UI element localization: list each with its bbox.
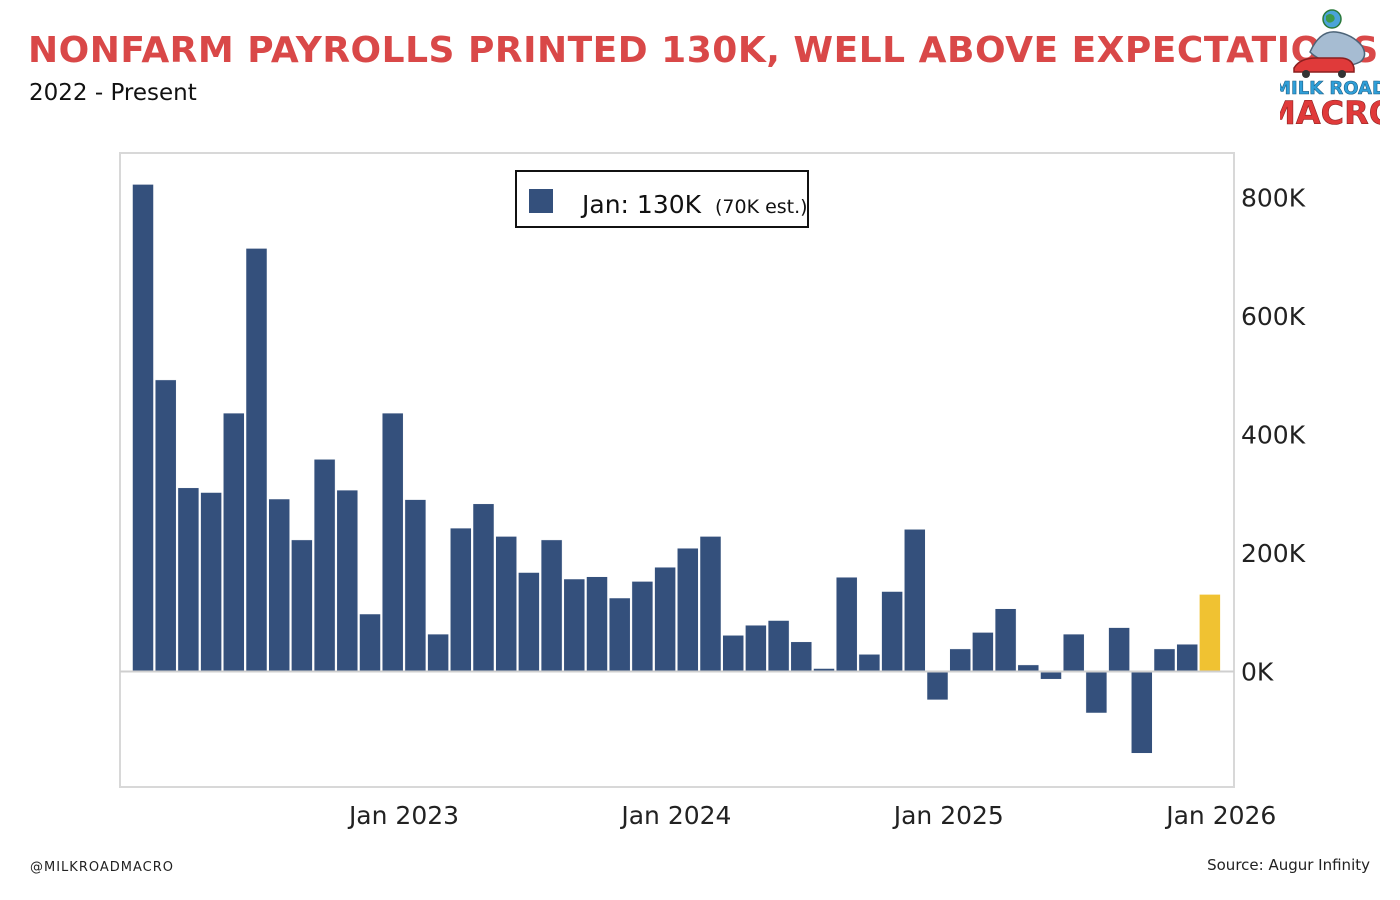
bar-46 <box>1176 643 1198 672</box>
y-tick-label-3: 200K <box>1241 539 1306 568</box>
bar-1 <box>154 379 177 672</box>
bar-9 <box>336 489 359 672</box>
legend: Jan: 130K (70K est.) <box>515 170 809 228</box>
x-tick-label-3: Jan 2026 <box>1164 801 1276 830</box>
globe-land <box>1326 14 1335 23</box>
bar-0 <box>132 184 154 672</box>
bar-24 <box>677 547 699 672</box>
car-wheel-left <box>1302 70 1310 78</box>
bars-group <box>132 184 1221 754</box>
bar-5 <box>245 248 268 672</box>
x-axis-ticks: Jan 2023 Jan 2024 Jan 2025 Jan 2026 <box>347 801 1276 830</box>
bar-42 <box>1085 671 1108 714</box>
bar-37 <box>972 632 994 672</box>
bar-12 <box>404 499 427 672</box>
bar-7 <box>291 539 313 672</box>
footer-source: Source: Augur Infinity <box>1207 856 1370 874</box>
x-tick-label-2: Jan 2025 <box>892 801 1004 830</box>
bar-27 <box>745 624 767 672</box>
bar-32 <box>858 654 881 672</box>
legend-label-note: (70K est.) <box>715 196 808 218</box>
bar-6 <box>268 498 290 672</box>
chart-subtitle: 2022 - Present <box>29 80 197 106</box>
bar-20 <box>586 576 608 672</box>
bar-14 <box>450 527 472 672</box>
bar-29 <box>790 641 813 672</box>
bar-38 <box>994 608 1017 672</box>
bar-34 <box>904 529 926 672</box>
legend-swatch <box>529 189 553 213</box>
bar-4 <box>223 412 245 672</box>
logo-line-2: MACRO <box>1280 94 1380 130</box>
bar-15 <box>472 503 495 672</box>
y-tick-label-1: 600K <box>1241 302 1306 331</box>
bar-8 <box>313 459 336 672</box>
bar-31 <box>835 576 858 672</box>
bar-26 <box>722 635 744 672</box>
y-tick-label-4: 0K <box>1241 658 1274 687</box>
logo-line-1: MILK ROAD <box>1280 78 1380 99</box>
legend-box <box>515 170 809 228</box>
bar-33 <box>881 591 903 672</box>
bar-19 <box>563 578 586 672</box>
bar-43 <box>1108 627 1130 672</box>
bar-2 <box>177 487 200 672</box>
milk-road-macro-logo: MILK ROAD MACRO <box>1280 9 1380 130</box>
bar-18 <box>540 539 563 672</box>
bar-17 <box>518 572 540 672</box>
bar-36 <box>949 648 971 672</box>
legend-label: Jan: 130K (70K est.) <box>580 190 808 219</box>
bar-25 <box>699 536 722 672</box>
bar-23 <box>654 566 676 672</box>
bar-10 <box>359 613 381 672</box>
bar-28 <box>767 620 790 672</box>
bar-39 <box>1017 664 1040 672</box>
bar-3 <box>200 492 222 672</box>
bar-35 <box>926 671 949 701</box>
y-tick-label-0: 800K <box>1241 183 1306 212</box>
bar-22 <box>631 581 654 672</box>
bar-41 <box>1062 633 1085 672</box>
bar-47 <box>1199 594 1221 672</box>
bar-11 <box>381 412 404 672</box>
bar-13 <box>427 633 449 672</box>
x-tick-label-1: Jan 2024 <box>619 801 731 830</box>
car-icon <box>1293 57 1355 73</box>
bar-16 <box>495 536 517 672</box>
car-wheel-right <box>1338 70 1346 78</box>
y-tick-label-2: 400K <box>1241 420 1306 449</box>
bar-40 <box>1040 671 1062 680</box>
x-tick-label-0: Jan 2023 <box>347 801 459 830</box>
bar-44 <box>1131 671 1153 754</box>
bar-45 <box>1153 648 1176 672</box>
bar-21 <box>608 597 631 672</box>
y-axis-ticks: 800K 600K 400K 200K 0K <box>1241 183 1306 686</box>
legend-label-main: Jan: 130K <box>580 190 702 219</box>
chart-title: NONFARM PAYROLLS PRINTED 130K, WELL ABOV… <box>28 30 1379 71</box>
plot-frame <box>119 152 1235 788</box>
footer-handle: @MILKROADMACRO <box>30 860 174 875</box>
